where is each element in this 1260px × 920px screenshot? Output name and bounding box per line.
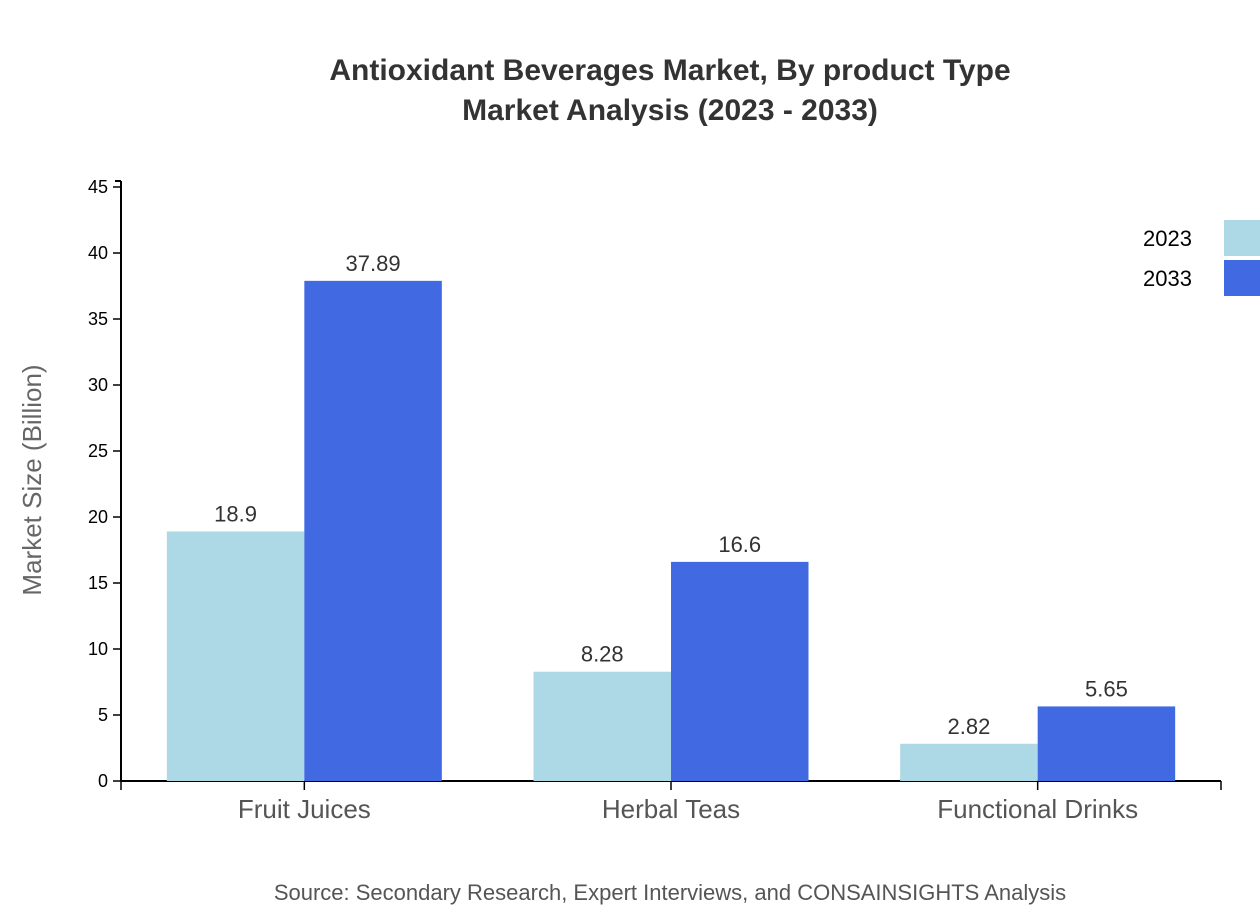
chart-title: Antioxidant Beverages Market, By product… — [329, 54, 1010, 87]
bar-2023-0 — [166, 531, 305, 781]
data-label: 37.89 — [346, 251, 401, 276]
legend-swatch-2023 — [1224, 220, 1260, 256]
chart-subtitle: Market Analysis (2023 - 2033) — [462, 94, 878, 127]
bar-2023-1 — [533, 671, 671, 781]
data-label: 2.82 — [948, 714, 991, 739]
y-tick-label: 10 — [88, 639, 108, 659]
y-tick-label: 40 — [88, 243, 108, 263]
y-tick-label: 0 — [98, 771, 108, 791]
y-tick-label: 30 — [88, 375, 108, 395]
bar-2033-0 — [304, 280, 442, 781]
y-tick-label: 20 — [88, 507, 108, 527]
data-label: 16.6 — [718, 532, 761, 557]
x-tick-label: Fruit Juices — [238, 794, 371, 824]
x-tick-label: Herbal Teas — [602, 794, 740, 824]
data-label: 18.9 — [214, 502, 257, 527]
source-note: Source: Secondary Research, Expert Inter… — [274, 880, 1066, 905]
legend-label: 2033 — [1143, 266, 1192, 291]
y-tick-label: 45 — [88, 177, 108, 197]
y-tick-label: 5 — [98, 705, 108, 725]
legend-swatch-2033 — [1224, 260, 1260, 296]
y-tick-label: 25 — [88, 441, 108, 461]
data-label: 8.28 — [581, 642, 624, 667]
bar-2023-2 — [900, 743, 1038, 781]
bar-2033-1 — [671, 561, 809, 781]
y-tick-label: 35 — [88, 309, 108, 329]
y-tick-label: 15 — [88, 573, 108, 593]
bar-2033-2 — [1037, 706, 1176, 781]
data-label: 5.65 — [1085, 676, 1128, 701]
legend-label: 2023 — [1143, 226, 1192, 251]
y-axis-label: Market Size (Billion) — [17, 364, 47, 595]
x-tick-label: Functional Drinks — [937, 794, 1138, 824]
